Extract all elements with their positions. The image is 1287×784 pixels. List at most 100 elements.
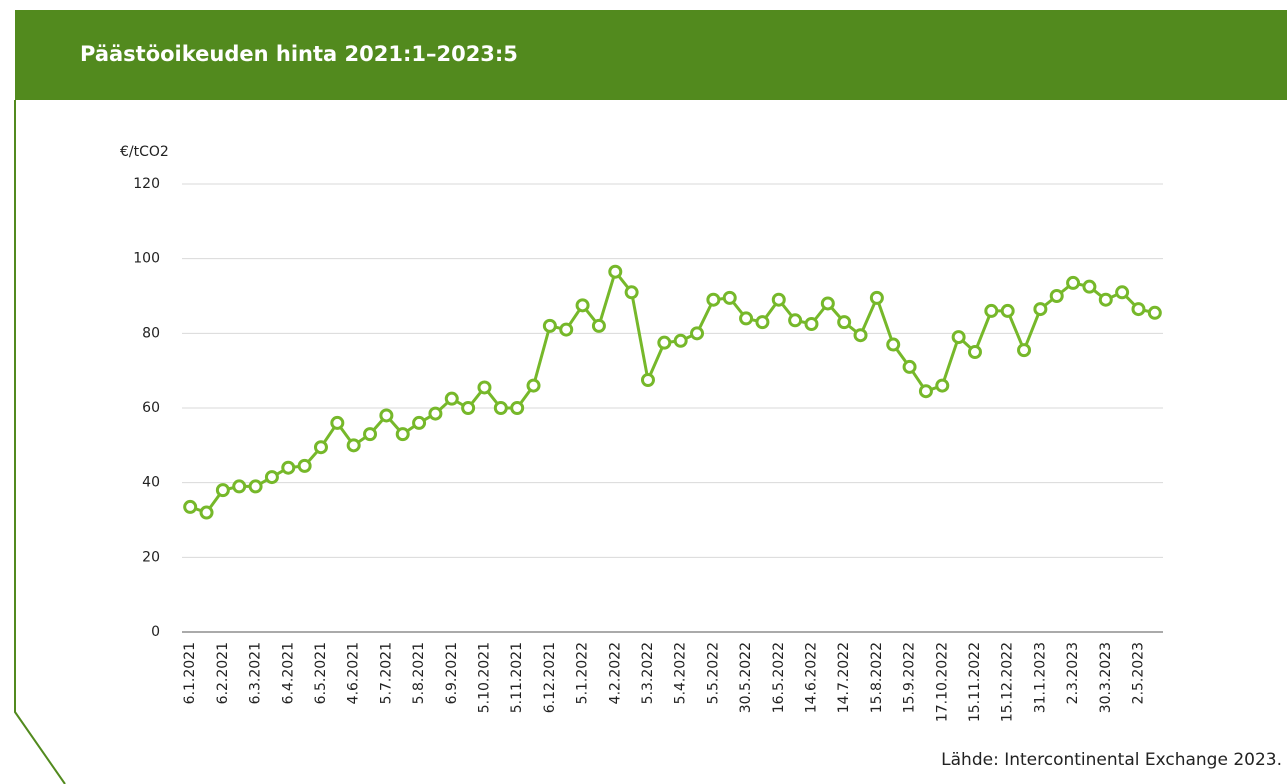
point-marker	[444, 391, 459, 406]
x-tick-label: 5.4.2022	[673, 642, 689, 704]
y-tick-label: 100	[133, 251, 160, 267]
point-marker	[493, 401, 508, 415]
point-marker	[1082, 279, 1097, 294]
x-tick-label: 6.4.2021	[280, 642, 296, 704]
point-marker	[967, 345, 982, 359]
point-marker	[951, 330, 966, 345]
point-marker	[1017, 343, 1032, 358]
point-marker	[199, 505, 214, 520]
x-tick-label: 16.5.2022	[771, 642, 787, 713]
source-note: Lähde: Intercontinental Exchange 2023.	[941, 750, 1282, 770]
x-tick-label: 14.7.2022	[836, 642, 852, 713]
point-marker	[820, 296, 835, 311]
point-marker	[739, 311, 754, 326]
point-marker	[640, 373, 655, 387]
point-marker	[248, 479, 263, 494]
point-marker	[853, 328, 868, 343]
x-tick-label: 17.10.2022	[934, 642, 950, 722]
point-marker	[624, 285, 639, 300]
x-tick-label: 6.9.2021	[444, 642, 460, 704]
point-marker	[526, 378, 541, 393]
point-marker	[984, 303, 999, 318]
point-marker	[1033, 302, 1048, 317]
point-marker	[591, 318, 606, 333]
point-marker	[657, 335, 672, 350]
y-tick-label: 120	[133, 176, 160, 192]
point-marker	[281, 460, 296, 475]
x-tick-label: 4.2.2022	[607, 642, 623, 704]
point-marker	[918, 384, 933, 399]
x-tick-label: 4.6.2021	[346, 642, 362, 704]
point-marker	[363, 427, 378, 442]
point-marker	[183, 499, 198, 514]
y-tick-label: 40	[142, 475, 160, 491]
x-tick-label: 30.3.2023	[1098, 642, 1114, 713]
point-marker	[902, 359, 917, 374]
point-marker	[755, 315, 770, 330]
x-tick-label: 6.2.2021	[215, 642, 231, 704]
point-marker	[313, 440, 328, 455]
point-marker	[1147, 305, 1162, 320]
y-axis-label: €/tCO2	[120, 144, 169, 160]
point-marker	[330, 415, 345, 430]
x-tick-label: 6.5.2021	[313, 642, 329, 704]
x-tick-label: 6.3.2021	[248, 642, 264, 704]
point-marker	[869, 290, 884, 305]
point-marker	[428, 406, 443, 421]
point-marker	[771, 292, 786, 307]
y-tick-label: 20	[142, 549, 160, 565]
y-tick-label: 0	[151, 624, 160, 640]
x-tick-label: 5.10.2021	[476, 642, 492, 713]
x-tick-label: 15.8.2022	[869, 642, 885, 713]
point-marker	[935, 378, 950, 393]
x-tick-label: 30.5.2022	[738, 642, 754, 713]
point-marker	[264, 470, 279, 485]
point-marker	[1115, 285, 1130, 300]
point-marker	[412, 415, 427, 430]
x-tick-label: 15.11.2022	[967, 642, 983, 722]
x-tick-label: 6.1.2021	[182, 642, 198, 704]
point-marker	[886, 337, 901, 352]
point-marker	[804, 317, 819, 331]
x-tick-label: 15.12.2022	[1000, 642, 1016, 722]
x-tick-label: 6.12.2021	[542, 642, 558, 713]
x-tick-label: 2.5.2023	[1130, 642, 1146, 704]
x-tick-label: 15.9.2022	[902, 642, 918, 713]
y-tick-label: 80	[142, 325, 160, 341]
point-marker	[1131, 302, 1146, 317]
point-marker	[690, 326, 705, 341]
chart-title: Päästöoikeuden hinta 2021:1–2023:5	[80, 42, 518, 66]
x-tick-label: 5.11.2021	[509, 642, 525, 713]
x-tick-label: 31.1.2023	[1032, 642, 1048, 713]
point-marker	[215, 483, 230, 498]
point-marker	[379, 408, 394, 423]
x-tick-label: 5.3.2022	[640, 642, 656, 704]
point-marker	[1098, 292, 1113, 307]
point-marker	[575, 298, 590, 313]
point-marker	[1000, 303, 1015, 318]
point-marker	[837, 315, 852, 330]
point-marker	[788, 313, 803, 328]
point-marker	[542, 318, 557, 333]
point-marker	[608, 264, 623, 279]
point-marker	[477, 380, 492, 395]
point-marker	[510, 401, 525, 415]
point-marker	[673, 333, 688, 348]
header-band	[15, 10, 1287, 100]
point-marker	[1049, 289, 1064, 303]
x-tick-label: 2.3.2023	[1065, 642, 1081, 704]
point-marker	[722, 290, 737, 305]
y-tick-label: 60	[142, 400, 160, 416]
point-marker	[706, 292, 721, 307]
frame-line	[14, 100, 66, 784]
x-tick-label: 5.8.2021	[411, 642, 427, 704]
point-marker	[232, 479, 247, 494]
point-marker	[395, 427, 410, 442]
point-marker	[461, 401, 476, 415]
point-marker	[297, 458, 312, 473]
point-marker	[559, 322, 574, 337]
x-tick-label: 5.1.2022	[575, 642, 591, 704]
x-tick-label: 5.7.2021	[378, 642, 394, 704]
x-tick-label: 14.6.2022	[803, 642, 819, 713]
